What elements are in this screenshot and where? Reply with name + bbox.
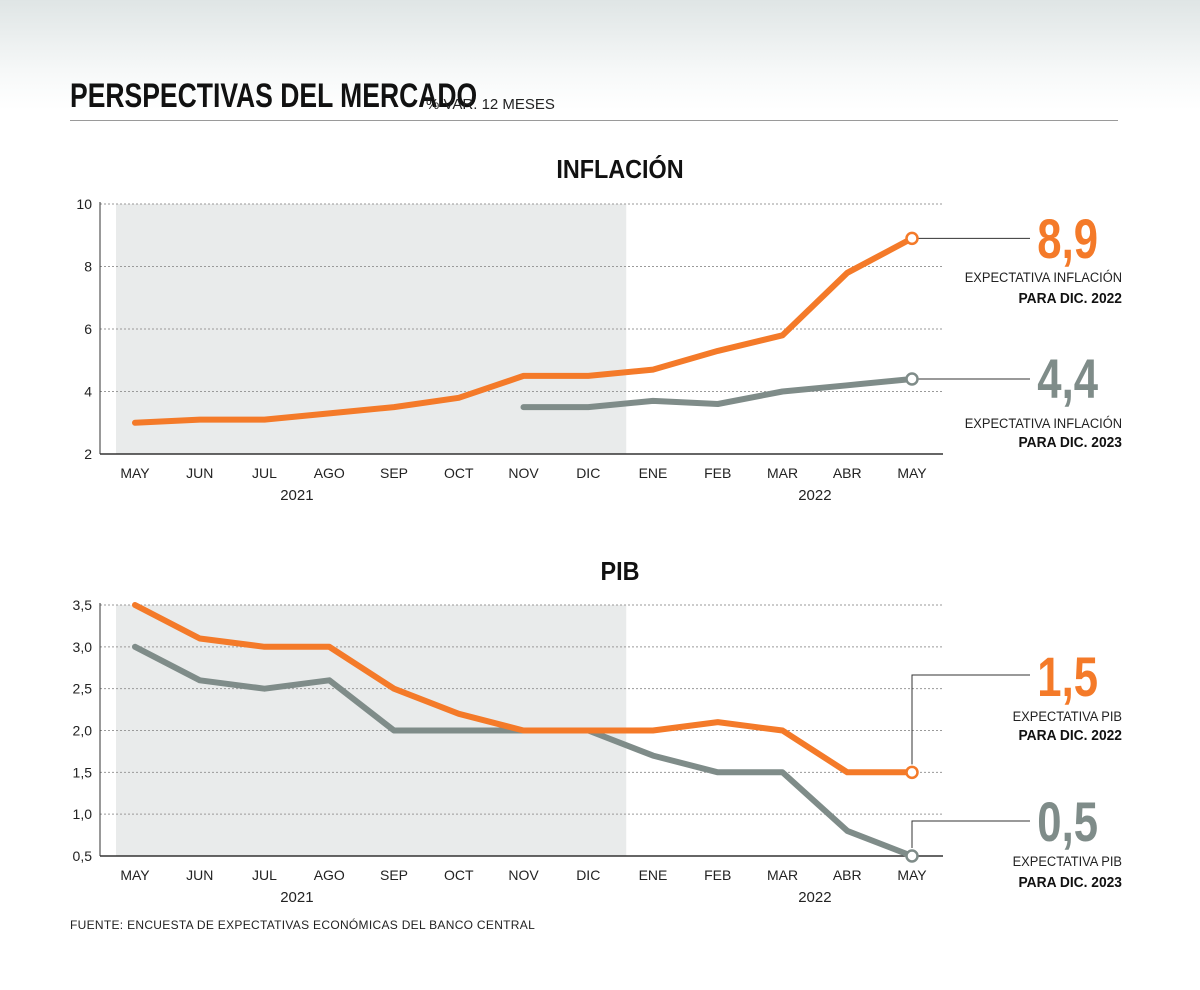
header-rule bbox=[70, 120, 1118, 121]
year-label: 2021 bbox=[280, 487, 313, 504]
x-tick-label: MAR bbox=[767, 867, 798, 883]
x-tick-label: AGO bbox=[314, 465, 345, 481]
x-tick-label: MAY bbox=[897, 867, 927, 883]
x-tick-label: FEB bbox=[704, 867, 731, 883]
y-tick-label: 1,5 bbox=[73, 764, 93, 780]
y-tick-label: 10 bbox=[76, 196, 92, 212]
end-point-marker bbox=[905, 231, 919, 246]
annotation-label-bold: PARA DIC. 2023 bbox=[1019, 435, 1123, 452]
y-tick-label: 3,0 bbox=[73, 639, 93, 655]
annotation-leader bbox=[911, 820, 1030, 848]
x-tick-label: JUL bbox=[252, 465, 277, 481]
x-tick-label: JUN bbox=[186, 465, 213, 481]
annotation-label-bold: PARA DIC. 2023 bbox=[1019, 875, 1123, 892]
x-tick-label: ENE bbox=[639, 867, 668, 883]
annotation-label: EXPECTATIVA INFLACIÓN bbox=[965, 416, 1122, 432]
annotation-label-bold: PARA DIC. 2022 bbox=[1019, 728, 1123, 745]
annotation-value: 8,9 bbox=[1037, 208, 1098, 270]
y-tick-label: 6 bbox=[84, 321, 92, 337]
x-tick-label: ENE bbox=[639, 465, 668, 481]
header: PERSPECTIVAS DEL MERCADO % VAR. 12 MESES bbox=[70, 76, 1120, 116]
series-line-orange bbox=[132, 602, 915, 776]
page-title: PERSPECTIVAS DEL MERCADO bbox=[70, 77, 478, 115]
x-tick-label: SEP bbox=[380, 867, 408, 883]
chart-inflacion: INFLACIÓN 2 4 6 8 10 MAY JUN JUL AGO SEP OCT NOV DIC E… bbox=[76, 155, 1122, 504]
x-tick-label: NOV bbox=[508, 465, 539, 481]
x-tick-label: NOV bbox=[508, 867, 539, 883]
x-tick-label: ABR bbox=[833, 465, 862, 481]
y-tick-label: 2 bbox=[84, 446, 92, 462]
x-tick-label: MAY bbox=[897, 465, 927, 481]
series-line-orange bbox=[132, 235, 915, 426]
y-tick-label: 2,0 bbox=[73, 723, 93, 739]
end-point-marker bbox=[905, 372, 919, 386]
x-tick-label: AGO bbox=[314, 867, 345, 883]
annotation-label: EXPECTATIVA INFLACIÓN bbox=[965, 270, 1122, 286]
annotation-value: 4,4 bbox=[1037, 348, 1098, 410]
annotation-label: EXPECTATIVA PIB bbox=[1013, 854, 1122, 870]
y-tick-label: 1,0 bbox=[73, 806, 93, 822]
year-label: 2022 bbox=[798, 889, 831, 906]
x-tick-label: JUN bbox=[186, 867, 213, 883]
annotation-label: EXPECTATIVA PIB bbox=[1013, 709, 1122, 725]
x-tick-label: ABR bbox=[833, 867, 862, 883]
x-tick-label: MAY bbox=[120, 867, 150, 883]
y-tick-label: 2,5 bbox=[73, 681, 93, 697]
x-tick-label: SEP bbox=[380, 465, 408, 481]
end-point-marker bbox=[905, 765, 919, 780]
x-tick-label: MAR bbox=[767, 465, 798, 481]
x-tick-label: OCT bbox=[444, 867, 474, 883]
y-tick-label: 8 bbox=[84, 259, 92, 275]
x-tick-label: DIC bbox=[576, 867, 600, 883]
chart-title: INFLACIÓN bbox=[556, 155, 683, 184]
annotation-value: 1,5 bbox=[1037, 646, 1098, 708]
chart-title: PIB bbox=[601, 558, 640, 586]
end-point-marker bbox=[905, 849, 919, 863]
source-note: FUENTE: ENCUESTA DE EXPECTATIVAS ECONÓMI… bbox=[70, 918, 536, 932]
x-tick-label: JUL bbox=[252, 867, 277, 883]
y-tick-label: 0,5 bbox=[73, 848, 93, 864]
series-line-gray bbox=[520, 376, 915, 411]
annotation-value: 0,5 bbox=[1037, 791, 1098, 853]
x-tick-label: MAY bbox=[120, 465, 150, 481]
y-tick-label: 4 bbox=[84, 384, 92, 400]
annotation-leader bbox=[911, 674, 1030, 765]
year-label: 2021 bbox=[280, 889, 313, 906]
x-tick-label: OCT bbox=[444, 465, 474, 481]
chart-pib: PIB 0,5 1,0 1,5 2,0 2,5 3,0 3,5 MAY JUN JUL AGO SEP O… bbox=[73, 558, 1123, 906]
x-tick-label: DIC bbox=[576, 465, 600, 481]
y-tick-label: 3,5 bbox=[73, 597, 93, 613]
year-label: 2022 bbox=[798, 487, 831, 504]
x-tick-label: FEB bbox=[704, 465, 731, 481]
page-subtitle: % VAR. 12 MESES bbox=[426, 96, 555, 113]
annotation-label-bold: PARA DIC. 2022 bbox=[1019, 291, 1123, 308]
